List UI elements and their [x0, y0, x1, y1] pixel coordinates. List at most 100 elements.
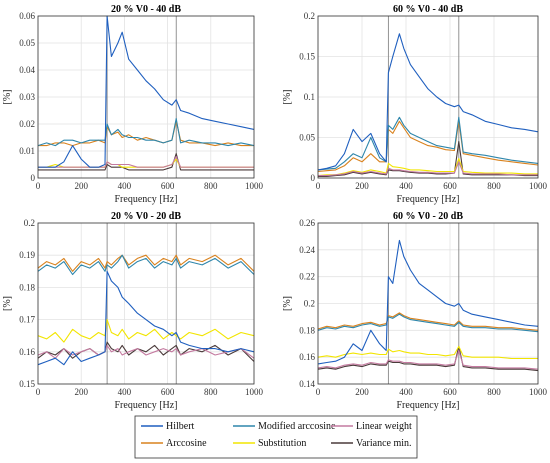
- series-line-substitution: [317, 158, 538, 177]
- plot-frame: [37, 222, 255, 385]
- x-axis-label: Frequency [Hz]: [114, 194, 177, 205]
- legend-label: Variance min.: [356, 438, 412, 449]
- x-tick-label: 400: [399, 387, 413, 397]
- y-tick-label: 0.16: [19, 347, 35, 357]
- series-line-linear-weight: [318, 161, 538, 177]
- y-tick-label: 0.16: [299, 352, 315, 362]
- series-line-linear-weight: [38, 155, 254, 168]
- y-tick-label: 0: [31, 173, 36, 183]
- x-tick-label: 1000: [245, 181, 264, 191]
- series-line-variance-min-: [318, 141, 538, 177]
- y-tick-label: 0.06: [19, 11, 35, 21]
- y-tick-label: 0.05: [299, 133, 315, 143]
- y-tick-label: 0.04: [19, 65, 35, 75]
- y-tick-label: 0.15: [19, 379, 35, 389]
- y-axis-label: [%]: [2, 296, 13, 311]
- legend-label: Modified arccosine: [258, 421, 336, 432]
- x-tick-label: 400: [399, 181, 413, 191]
- x-tick-label: 800: [204, 387, 218, 397]
- plot-frame: [37, 15, 255, 179]
- x-tick-label: 1000: [529, 181, 548, 191]
- y-tick-label: 0.15: [299, 52, 315, 62]
- series-line-variance-min-: [317, 345, 539, 372]
- legend-item: Linear weight: [331, 421, 412, 432]
- legend-box: [134, 415, 418, 459]
- x-axis-label: Frequency [Hz]: [396, 194, 459, 205]
- x-tick-label: 600: [161, 181, 175, 191]
- y-tick-label: 0.24: [299, 245, 315, 255]
- y-tick-label: 0.2: [304, 299, 315, 309]
- chart-panel-3: 0.15 0.16 0.17 0.18 0.19 0.2 0 200 400 600 800 1000…: [2, 211, 264, 411]
- series-line-modified-arccosine: [37, 254, 255, 276]
- chart-title: 20 % V0 - 20 dB: [111, 211, 181, 222]
- legend-label: Hilbert: [166, 421, 195, 432]
- y-tick-label: 0: [311, 173, 316, 183]
- y-tick-label: 0.02: [19, 119, 35, 129]
- series-line-arccosine: [317, 120, 539, 173]
- y-tick-label: 0.2: [24, 218, 35, 228]
- plot-frame: [317, 15, 539, 179]
- series-line-hilbert: [317, 33, 539, 171]
- y-axis-label: [%]: [2, 90, 13, 105]
- series-line-linear-weight: [37, 344, 255, 359]
- series-line-modified-arccosine: [317, 116, 539, 171]
- x-tick-label: 1000: [245, 387, 264, 397]
- series-line-arccosine: [317, 312, 539, 331]
- series-line-variance-min-: [38, 153, 254, 171]
- x-tick-label: 800: [487, 387, 501, 397]
- x-tick-label: 600: [161, 387, 175, 397]
- series-line-variance-min-: [37, 341, 255, 362]
- y-tick-label: 0.17: [19, 315, 35, 325]
- series-line-hilbert: [37, 270, 255, 366]
- plot-area: [38, 223, 254, 384]
- y-tick-label: 0.2: [304, 11, 315, 21]
- series-line-arccosine: [38, 120, 254, 147]
- legend-item: Modified arccosine: [233, 421, 336, 432]
- chart-title: 20 % V0 - 40 dB: [111, 4, 181, 15]
- legend: Hilbert Modified arccosine Linear weight Ar…: [134, 415, 418, 459]
- series-line-modified-arccosine: [37, 118, 255, 147]
- legend-item: Substitution: [233, 438, 306, 449]
- chart-title: 60 % V0 - 20 dB: [393, 211, 463, 222]
- x-tick-label: 400: [118, 181, 132, 191]
- y-tick-label: 0.18: [19, 282, 35, 292]
- series-line-arccosine: [37, 254, 255, 272]
- y-tick-label: 0.22: [299, 272, 315, 282]
- y-tick-label: 0.18: [299, 325, 315, 335]
- chart-title: 60 % V0 - 40 dB: [393, 4, 463, 15]
- x-tick-label: 200: [74, 181, 88, 191]
- y-tick-label: 0.26: [299, 218, 315, 228]
- y-tick-label: 0.1: [304, 92, 315, 102]
- x-tick-label: 400: [118, 387, 132, 397]
- x-axis-label: Frequency [Hz]: [396, 400, 459, 411]
- x-tick-label: 600: [443, 387, 457, 397]
- x-tick-label: 0: [316, 181, 321, 191]
- x-tick-label: 800: [204, 181, 218, 191]
- legend-item: Arccosine: [141, 438, 207, 449]
- x-tick-label: 600: [443, 181, 457, 191]
- x-tick-label: 200: [74, 387, 88, 397]
- legend-label: Linear weight: [356, 421, 412, 432]
- x-tick-label: 200: [355, 387, 369, 397]
- x-tick-label: 0: [36, 181, 41, 191]
- y-tick-label: 0.19: [19, 250, 35, 260]
- chart-panel-2: 0 0.05 0.1 0.15 0.2 0 200 400 600 800 1000 60 % V0 …: [282, 4, 548, 205]
- series-line-substitution: [37, 319, 255, 343]
- y-axis-label: [%]: [282, 90, 293, 105]
- y-tick-label: 0.03: [19, 92, 35, 102]
- plot-frame: [317, 222, 539, 385]
- y-tick-label: 0.01: [19, 146, 35, 156]
- x-axis-label: Frequency [Hz]: [114, 400, 177, 411]
- series-line-hilbert: [317, 239, 539, 365]
- x-tick-label: 200: [355, 181, 369, 191]
- x-tick-label: 0: [316, 387, 321, 397]
- series-line-modified-arccosine: [317, 313, 539, 333]
- legend-item: Variance min.: [331, 438, 412, 449]
- legend-label: Substitution: [258, 438, 306, 449]
- series-line-hilbert: [38, 15, 255, 168]
- x-tick-label: 1000: [529, 387, 548, 397]
- series-line-substitution: [317, 345, 538, 360]
- chart-panel-4: 0.14 0.16 0.18 0.2 0.22 0.24 0.26 0 200 400 600 800…: [282, 211, 548, 411]
- x-tick-label: 800: [487, 181, 501, 191]
